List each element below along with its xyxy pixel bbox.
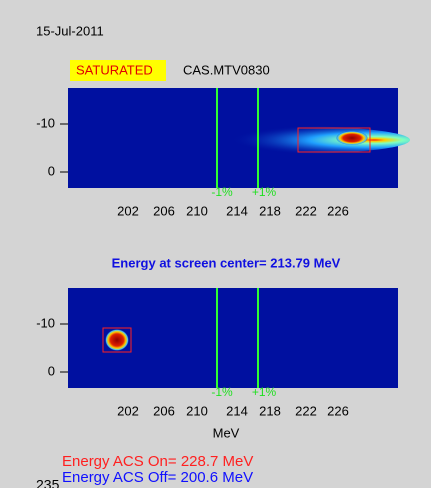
y-tick-label: -10 <box>36 315 55 330</box>
x-axis-label: MeV <box>213 425 240 440</box>
x-tick-label: 222 <box>295 203 317 218</box>
date: 15-Jul-2011 <box>36 23 104 38</box>
x-tick-label: 206 <box>153 403 175 418</box>
status-badge <box>70 60 166 81</box>
status: SATURATED <box>76 62 153 77</box>
beam-spot <box>105 329 129 351</box>
x-tick-label: 206 <box>153 203 175 218</box>
x-tick-label: 214 <box>226 403 248 418</box>
x-tick-label: 218 <box>259 203 281 218</box>
beam-plume <box>170 126 410 154</box>
camera-name: CAS.MTV0830 <box>183 62 270 77</box>
marker-label: +1% <box>252 385 277 399</box>
x-tick-label: 218 <box>259 403 281 418</box>
x-tick-label: 210 <box>186 203 208 218</box>
x-tick-label: 210 <box>186 403 208 418</box>
x-tick-label: 202 <box>117 203 139 218</box>
marker-label: +1% <box>252 185 277 199</box>
marker-label: -1% <box>211 185 233 199</box>
x-tick-label: 222 <box>295 403 317 418</box>
x-tick-label: 214 <box>226 203 248 218</box>
center-energy: Energy at screen center= 213.79 MeV <box>112 255 341 270</box>
x-tick-label: 226 <box>327 403 349 418</box>
cut-label: 235 <box>36 477 60 488</box>
marker-label: -1% <box>211 385 233 399</box>
roi-box <box>102 327 132 353</box>
y-tick-label: -10 <box>36 115 55 130</box>
acs-off: Energy ACS Off= 200.6 MeV <box>62 469 253 486</box>
y-tick-label: 0 <box>48 363 55 378</box>
roi-box <box>297 127 371 153</box>
y-tick-label: 0 <box>48 163 55 178</box>
x-tick-label: 202 <box>117 403 139 418</box>
x-tick-label: 226 <box>327 203 349 218</box>
acs-on: Energy ACS On= 228.7 MeV <box>62 453 253 470</box>
beam-core <box>336 131 368 145</box>
